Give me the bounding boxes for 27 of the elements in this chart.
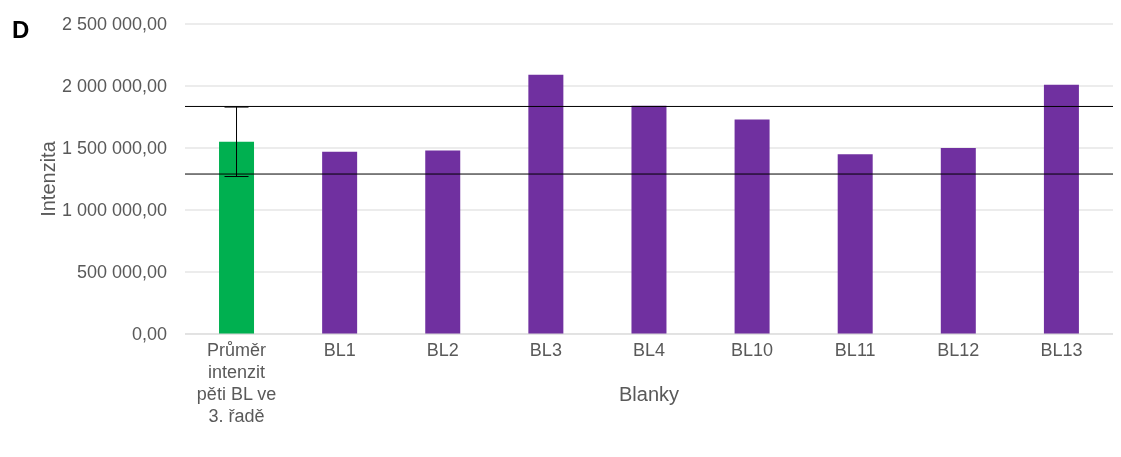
bar — [837, 154, 873, 334]
x-tick-label: BL1 — [323, 340, 356, 360]
bar — [322, 151, 358, 334]
x-axis-title: Blanky — [618, 383, 680, 405]
x-tick-label: BL12 — [937, 340, 980, 360]
x-tick-label: BL4 — [632, 340, 666, 360]
x-tick-label: Průměr intenzit pěti BL ve 3. řadě — [196, 340, 277, 426]
bar — [631, 105, 667, 334]
x-tick-label: BL3 — [529, 340, 562, 360]
y-tick-label: 0,00 — [131, 324, 167, 345]
y-tick-label: 2 000 000,00 — [61, 76, 167, 97]
bar — [940, 148, 976, 334]
bar — [1043, 84, 1079, 334]
y-tick-label: 1 000 000,00 — [61, 200, 167, 221]
x-tick-label: BL2 — [426, 340, 459, 360]
x-tick-label: BL10 — [731, 340, 774, 360]
bar — [734, 119, 770, 334]
bar — [219, 141, 255, 334]
chart-title: D — [12, 16, 30, 44]
bar — [528, 74, 564, 334]
y-axis-title: Intenzita — [37, 140, 60, 217]
y-tick-label: 2 500 000,00 — [61, 14, 167, 35]
y-tick-label: 1 500 000,00 — [61, 138, 167, 159]
x-tick-label: BL13 — [1040, 340, 1083, 360]
bar — [425, 150, 461, 334]
y-tick-label: 500 000,00 — [76, 262, 167, 283]
x-tick-label: BL11 — [834, 340, 876, 360]
